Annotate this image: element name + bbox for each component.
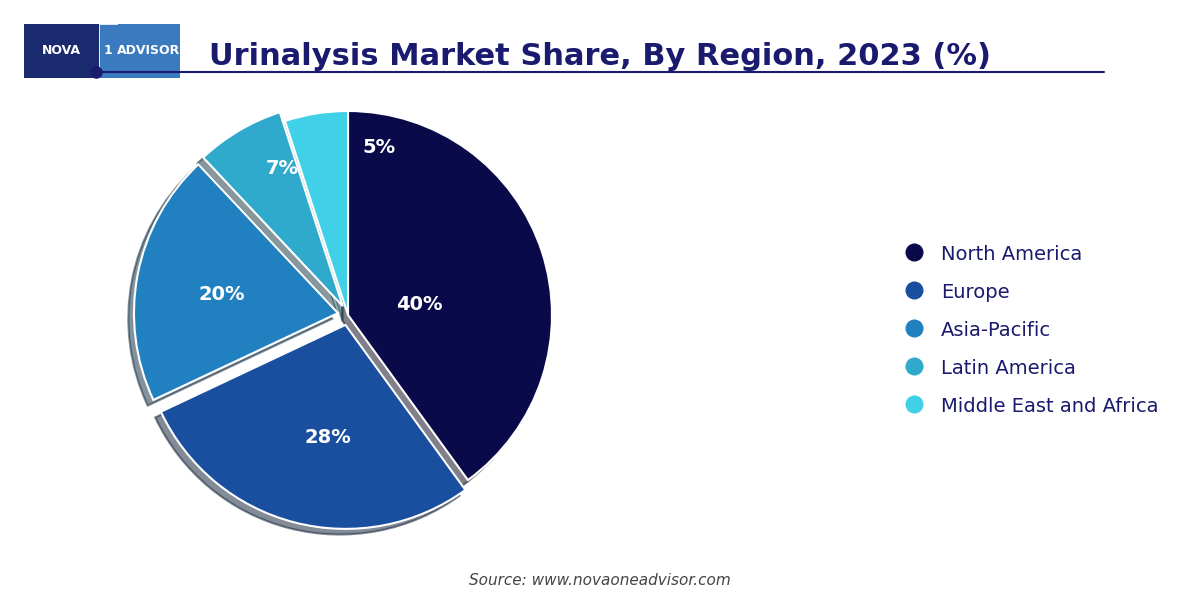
Text: Urinalysis Market Share, By Region, 2023 (%): Urinalysis Market Share, By Region, 2023… [209, 42, 991, 71]
FancyBboxPatch shape [118, 24, 180, 78]
Wedge shape [348, 111, 552, 480]
Text: 1: 1 [104, 44, 113, 58]
Text: 5%: 5% [362, 138, 395, 157]
FancyBboxPatch shape [98, 24, 118, 78]
Wedge shape [203, 112, 343, 306]
Text: Source: www.novaoneadvisor.com: Source: www.novaoneadvisor.com [469, 573, 731, 588]
Text: ADVISOR: ADVISOR [118, 44, 180, 58]
Text: NOVA: NOVA [42, 44, 80, 58]
Wedge shape [284, 111, 348, 315]
Text: 7%: 7% [266, 158, 299, 178]
Text: 20%: 20% [198, 285, 245, 304]
Legend: North America, Europe, Asia-Pacific, Latin America, Middle East and Africa: North America, Europe, Asia-Pacific, Lat… [894, 236, 1166, 424]
Text: 40%: 40% [396, 295, 443, 314]
Wedge shape [161, 325, 466, 529]
FancyBboxPatch shape [24, 24, 98, 78]
Wedge shape [134, 164, 338, 400]
Text: 28%: 28% [305, 428, 350, 447]
